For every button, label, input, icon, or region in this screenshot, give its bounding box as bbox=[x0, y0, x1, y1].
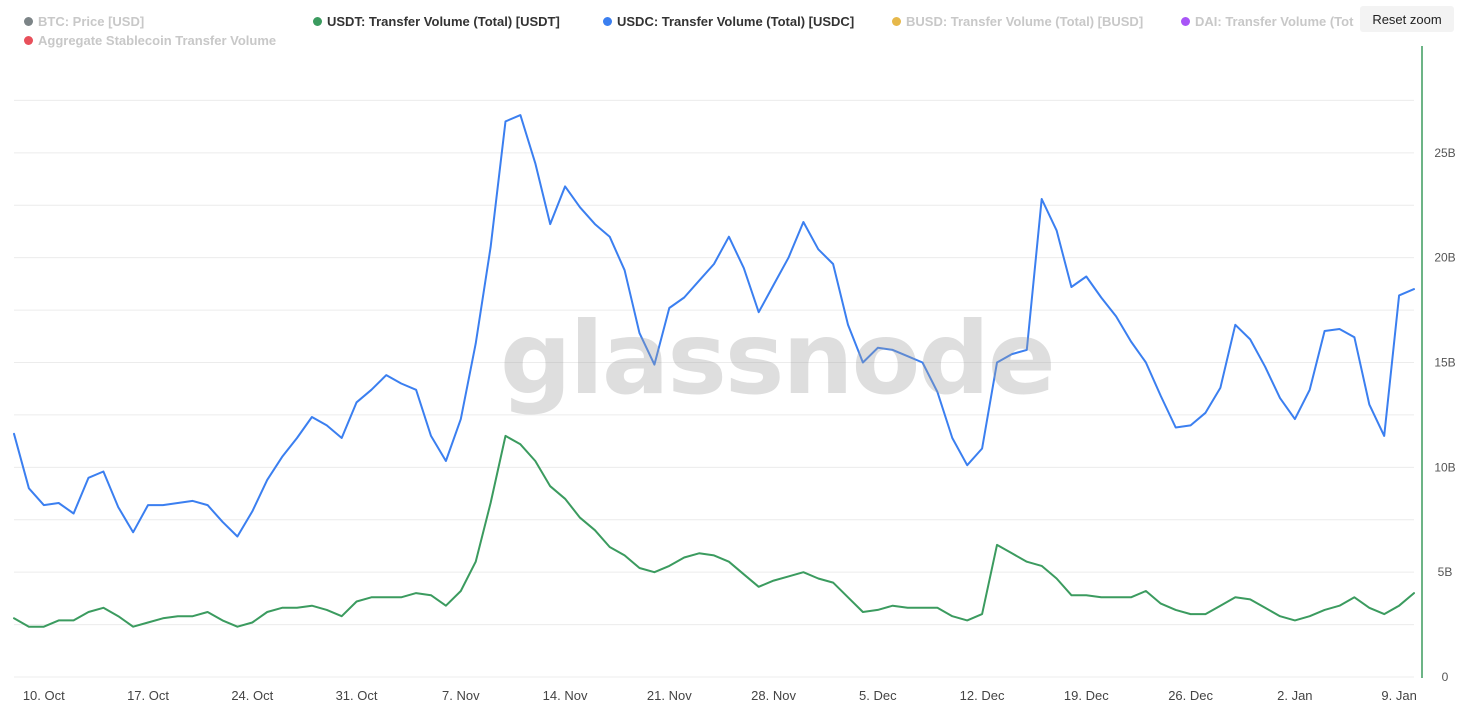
x-tick-label: 7. Nov bbox=[442, 688, 480, 703]
legend-item-btc-price[interactable]: BTC: Price [USD] bbox=[24, 14, 144, 29]
y-tick-label: 5B bbox=[1438, 565, 1453, 579]
x-tick-label: 19. Dec bbox=[1064, 688, 1109, 703]
legend-label: USDT: Transfer Volume (Total) [USDT] bbox=[327, 14, 560, 29]
legend-item-busd[interactable]: BUSD: Transfer Volume (Total) [BUSD] bbox=[892, 14, 1143, 29]
legend-label: DAI: Transfer Volume (Tot bbox=[1195, 14, 1354, 29]
grid-lines bbox=[14, 99, 1414, 678]
legend-dot-icon bbox=[24, 36, 33, 45]
y-tick-label: 20B bbox=[1434, 251, 1455, 265]
x-tick-label: 5. Dec bbox=[859, 688, 897, 703]
legend-label: BTC: Price [USD] bbox=[38, 14, 145, 29]
chart-legend: BTC: Price [USD] Aggregate Stablecoin Tr… bbox=[0, 0, 1468, 50]
legend-dot-icon bbox=[1181, 17, 1190, 26]
legend-label: Aggregate Stablecoin Transfer Volume bbox=[38, 33, 277, 48]
y-tick-label: 0 bbox=[1442, 670, 1449, 684]
y-tick-label: 10B bbox=[1434, 460, 1455, 474]
x-tick-label: 26. Dec bbox=[1168, 688, 1213, 703]
legend-item-usdc[interactable]: USDC: Transfer Volume (Total) [USDC] bbox=[603, 14, 854, 29]
axes: 0 5B 10B 15B 20B 25B 10. Oct 17. Oct 24. Oct 31. … bbox=[23, 46, 1456, 703]
legend-item-dai[interactable]: DAI: Transfer Volume (Tot bbox=[1181, 14, 1357, 29]
legend-item-usdt[interactable]: USDT: Transfer Volume (Total) [USDT] bbox=[313, 14, 560, 29]
x-tick-label: 2. Jan bbox=[1277, 688, 1312, 703]
legend-dot-icon bbox=[313, 17, 322, 26]
series-lines bbox=[13, 114, 1415, 628]
y-tick-label: 15B bbox=[1434, 356, 1455, 370]
legend-label: BUSD: Transfer Volume (Total) [BUSD] bbox=[906, 14, 1144, 29]
reset-zoom-button[interactable]: Reset zoom bbox=[1360, 6, 1454, 32]
legend-dot-icon bbox=[603, 17, 612, 26]
x-tick-label: 9. Jan bbox=[1381, 688, 1416, 703]
x-tick-label: 31. Oct bbox=[336, 688, 378, 703]
legend-dot-icon bbox=[24, 17, 33, 26]
x-tick-label: 10. Oct bbox=[23, 688, 65, 703]
x-tick-label: 17. Oct bbox=[127, 688, 169, 703]
series-line-usdt bbox=[13, 434, 1415, 628]
series-line-usdc bbox=[13, 114, 1415, 538]
legend-label: USDC: Transfer Volume (Total) [USDC] bbox=[617, 14, 855, 29]
x-tick-label: 12. Dec bbox=[960, 688, 1005, 703]
x-tick-label: 28. Nov bbox=[751, 688, 796, 703]
x-tick-label: 14. Nov bbox=[543, 688, 588, 703]
x-tick-label: 24. Oct bbox=[231, 688, 273, 703]
x-tick-label: 21. Nov bbox=[647, 688, 692, 703]
legend-dot-icon bbox=[892, 17, 901, 26]
y-tick-label: 25B bbox=[1434, 146, 1455, 160]
legend-item-aggregate-stablecoin[interactable]: Aggregate Stablecoin Transfer Volume bbox=[24, 33, 276, 48]
